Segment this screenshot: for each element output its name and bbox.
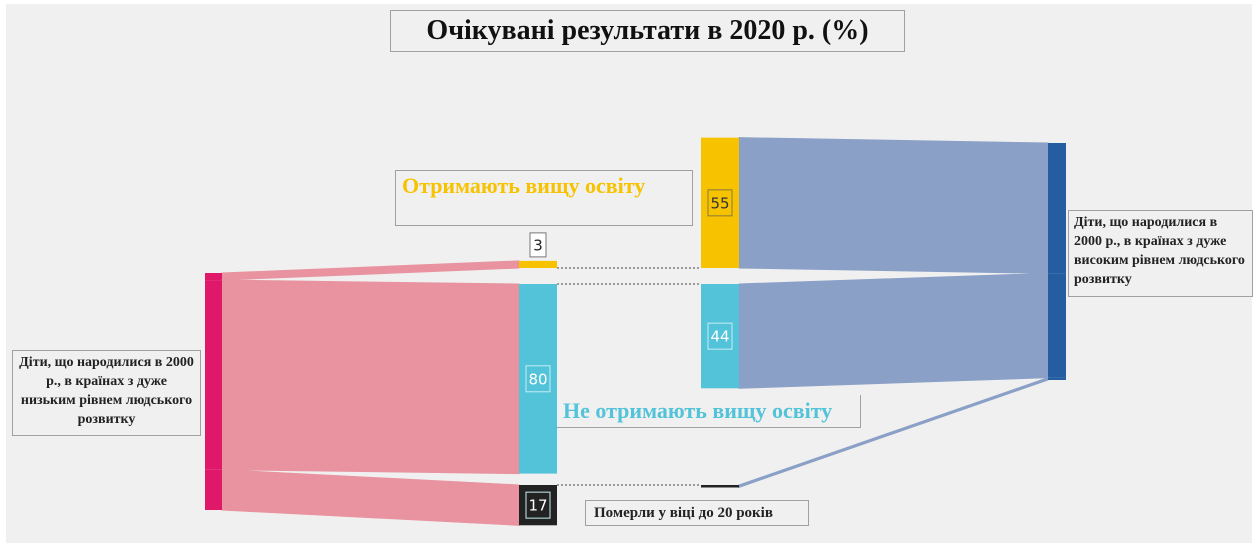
chart-title: Очікувані результати в 2020 р. (%) xyxy=(390,10,905,52)
outcome-label: Отримають вищу освіту xyxy=(395,170,693,226)
value-label: 80 xyxy=(528,370,547,388)
value-box xyxy=(525,491,551,519)
outcome-block xyxy=(519,284,557,474)
value-label: 17 xyxy=(528,497,547,515)
flow-ribbon xyxy=(738,137,1049,274)
outcome-block xyxy=(701,284,739,389)
node-segment xyxy=(205,469,222,510)
flow-ribbon xyxy=(738,272,1049,389)
value-box xyxy=(707,322,733,350)
outcome-block xyxy=(519,260,557,268)
node-segment xyxy=(205,280,222,470)
flow-ribbon xyxy=(221,469,520,526)
value-label: 44 xyxy=(710,328,729,346)
outcome-block xyxy=(701,137,739,268)
value-label: 55 xyxy=(710,194,729,212)
value-label: 3 xyxy=(533,236,543,254)
source-label: Діти, що народилися в 2000 р., в країнах… xyxy=(12,350,201,436)
outcome-label: Не отримають вищу освіту xyxy=(557,395,861,428)
value-box xyxy=(529,232,547,258)
outcome-label: Померли у віці до 20 років xyxy=(585,500,809,526)
node-segment xyxy=(1048,377,1066,380)
source-label: Діти, що народилися в 2000 р., в країнах… xyxy=(1068,210,1253,297)
outcome-block xyxy=(701,485,739,488)
flow-ribbon xyxy=(221,260,520,281)
value-box xyxy=(707,189,733,217)
flow-ribbon xyxy=(221,279,520,475)
node-segment xyxy=(205,273,222,281)
node-segment xyxy=(1048,143,1066,274)
value-box xyxy=(525,365,551,393)
node-segment xyxy=(1048,273,1066,378)
